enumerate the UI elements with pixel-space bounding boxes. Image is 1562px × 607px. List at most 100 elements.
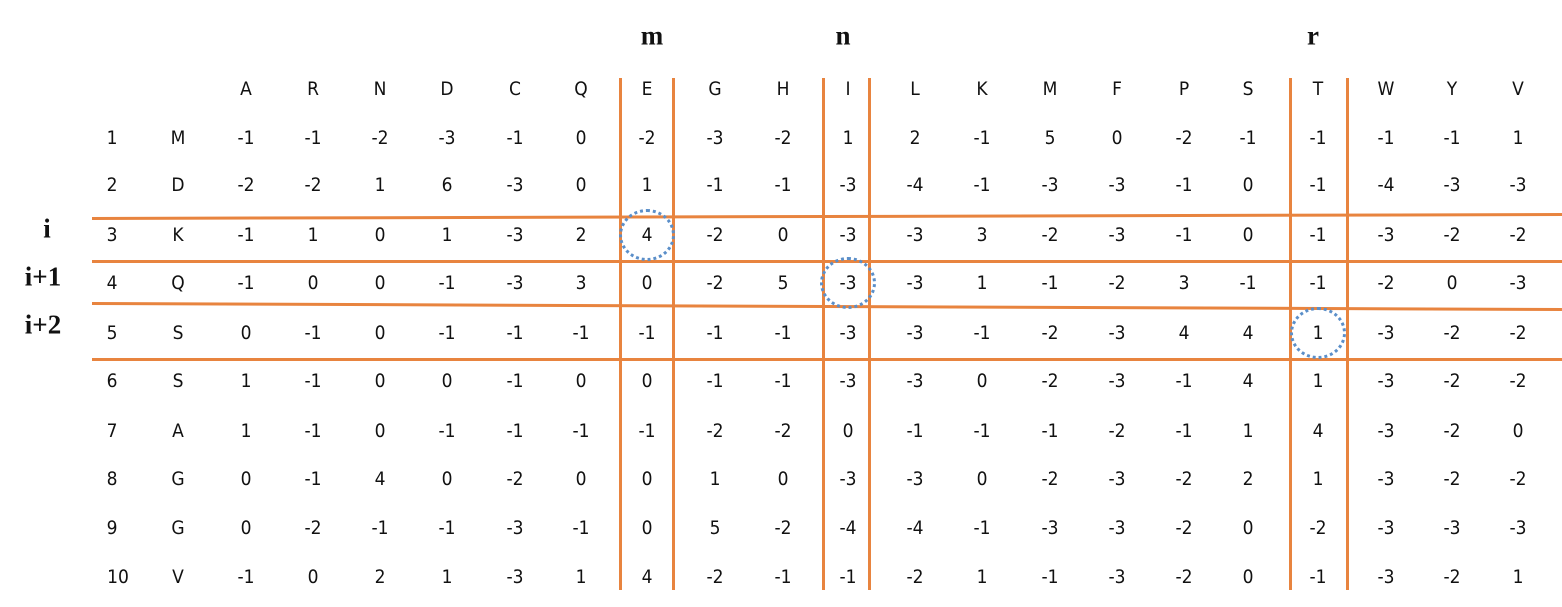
matrix-cell: -3: [506, 517, 524, 539]
matrix-cell: 5: [709, 517, 721, 539]
matrix-cell: -3: [506, 272, 524, 294]
matrix-cell: -3: [1108, 322, 1126, 344]
column-header: A: [240, 78, 252, 100]
matrix-cell: 2: [909, 127, 921, 149]
matrix-cell: -3: [1108, 517, 1126, 539]
matrix-cell: 1: [842, 127, 854, 149]
matrix-cell: 2: [575, 224, 587, 246]
matrix-cell: -1: [1041, 566, 1059, 588]
matrix-cell: -1: [237, 272, 255, 294]
matrix-cell: -1: [506, 370, 524, 392]
matrix-cell: -1: [237, 224, 255, 246]
matrix-cell: 6: [441, 174, 453, 196]
matrix-cell: -3: [1509, 272, 1527, 294]
row-index: 10: [107, 566, 129, 588]
matrix-cell: -2: [1509, 224, 1527, 246]
matrix-cell: -3: [1041, 174, 1059, 196]
matrix-cell: -1: [572, 517, 590, 539]
matrix-cell: 0: [575, 127, 587, 149]
matrix-cell: 0: [374, 420, 386, 442]
column-header: I: [845, 78, 851, 100]
matrix-cell: 0: [1242, 174, 1254, 196]
matrix-cell: -3: [906, 322, 924, 344]
matrix-cell: 0: [1446, 272, 1458, 294]
matrix-cell: -2: [1041, 468, 1059, 490]
column-header: Y: [1446, 78, 1458, 100]
highlight-circle: [619, 209, 675, 261]
matrix-cell: -3: [506, 224, 524, 246]
row-index: 2: [106, 174, 118, 196]
column-highlight-line: [672, 78, 675, 590]
row-highlight-line: [92, 260, 1562, 263]
column-header: T: [1312, 78, 1324, 100]
matrix-cell: 0: [641, 517, 653, 539]
matrix-cell: 1: [307, 224, 319, 246]
row-residue: V: [172, 566, 184, 588]
matrix-cell: -1: [304, 468, 322, 490]
matrix-cell: -2: [1175, 566, 1193, 588]
matrix-cell: -2: [304, 174, 322, 196]
side-label: i+2: [24, 309, 62, 340]
column-highlight-line: [1346, 78, 1349, 590]
matrix-cell: -4: [1377, 174, 1395, 196]
matrix-cell: -1: [237, 566, 255, 588]
matrix-cell: -1: [973, 174, 991, 196]
matrix-cell: -2: [1377, 272, 1395, 294]
column-highlight-line: [619, 78, 622, 590]
matrix-cell: -1: [1309, 127, 1327, 149]
row-residue: M: [170, 127, 186, 149]
matrix-cell: -1: [706, 174, 724, 196]
matrix-cell: 0: [575, 468, 587, 490]
matrix-cell: 4: [641, 566, 653, 588]
matrix-cell: 0: [240, 322, 252, 344]
side-label: i+1: [24, 261, 62, 292]
matrix-cell: 1: [1312, 468, 1324, 490]
matrix-cell: -2: [706, 224, 724, 246]
matrix-cell: -2: [304, 517, 322, 539]
highlight-circle: [820, 257, 876, 309]
matrix-cell: -2: [371, 127, 389, 149]
matrix-cell: -3: [1377, 468, 1395, 490]
matrix-cell: -1: [774, 174, 792, 196]
matrix-cell: 1: [1512, 566, 1524, 588]
column-header: E: [641, 78, 653, 100]
matrix-cell: 1: [374, 174, 386, 196]
matrix-cell: 4: [374, 468, 386, 490]
matrix-cell: -2: [237, 174, 255, 196]
column-header: L: [910, 78, 920, 100]
column-header: N: [373, 78, 387, 100]
row-residue: S: [172, 322, 184, 344]
matrix-cell: -2: [1041, 224, 1059, 246]
matrix-cell: -2: [1175, 468, 1193, 490]
matrix-cell: -2: [638, 127, 656, 149]
matrix-cell: 4: [1312, 420, 1324, 442]
matrix-cell: 1: [240, 370, 252, 392]
matrix-cell: -3: [1377, 322, 1395, 344]
matrix-cell: 0: [842, 420, 854, 442]
row-index: 3: [106, 224, 118, 246]
column-highlight-line: [868, 78, 871, 590]
matrix-cell: -1: [1239, 272, 1257, 294]
matrix-cell: -3: [839, 370, 857, 392]
matrix-cell: 0: [575, 174, 587, 196]
column-header: D: [440, 78, 454, 100]
matrix-cell: -3: [438, 127, 456, 149]
matrix-cell: 0: [1512, 420, 1524, 442]
matrix-cell: -2: [1509, 370, 1527, 392]
row-residue: G: [171, 468, 185, 490]
matrix-cell: -3: [1377, 517, 1395, 539]
matrix-cell: -3: [839, 174, 857, 196]
matrix-cell: 2: [374, 566, 386, 588]
matrix-cell: -1: [706, 370, 724, 392]
row-highlight-line: [91, 302, 1562, 311]
matrix-cell: -3: [706, 127, 724, 149]
matrix-cell: -1: [304, 420, 322, 442]
matrix-cell: -1: [304, 322, 322, 344]
column-header: V: [1512, 78, 1524, 100]
matrix-cell: -1: [839, 566, 857, 588]
matrix-cell: 0: [441, 468, 453, 490]
row-residue: G: [171, 517, 185, 539]
row-residue: Q: [171, 272, 185, 294]
matrix-cell: -1: [1041, 272, 1059, 294]
matrix-cell: -3: [506, 174, 524, 196]
